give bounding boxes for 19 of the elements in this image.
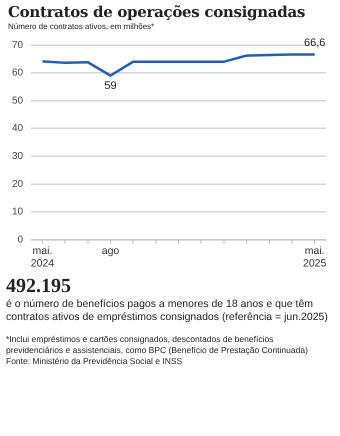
text: é o número de benefícios pagos a menores de 18 anos e que têm contratos ativos de empréstimos consignados (referência = jun.2025) [6,298,329,324]
y-tick-label: 70 [12,40,24,51]
y-tick-label: 20 [12,178,24,190]
text: *Inclui empréstimos e cartões consignados, descontados de benefícios previdenciários e assistenciais, como BPC (Benefício de Prestação Continuada) [6,334,309,356]
x-tick-label: mai. 2024 [30,244,54,270]
y-tick-label: 40 [12,123,24,134]
chart-title: Contratos de operações consignadas [8,3,306,21]
y-tick-label: 60 [12,68,24,79]
x-tick-label: mai. 2025 [302,244,326,270]
y-tick-label: 10 [12,206,24,218]
y-tick-label: 50 [12,95,24,106]
y-tick-label: 30 [12,151,24,162]
source-note: Fonte: Ministério da Previdência Social e INSS [6,356,184,367]
text: 492.195 [6,275,72,298]
data-label: 66,6 [304,36,326,49]
x-tick-label: ago [102,244,120,257]
data-label: 59 [104,80,117,92]
chart-subtitle: Número de contratos ativos, em milhões* [8,22,156,31]
y-tick-label: 0 [18,234,24,246]
